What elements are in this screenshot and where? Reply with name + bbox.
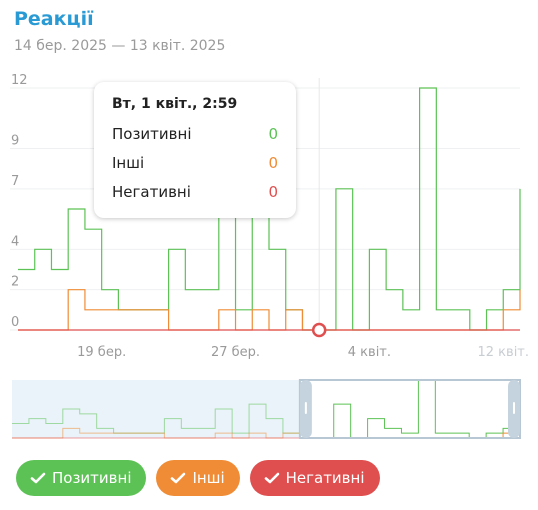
tooltip-date: Вт, 1 квіт., 2:59: [112, 96, 238, 112]
tooltip: Вт, 1 квіт., 2:59 Позитивні 0 Інші 0 Нег…: [94, 82, 296, 218]
x-tick-label: 27 бер.: [211, 345, 260, 360]
tooltip-row-negative: Негативні 0: [112, 182, 278, 211]
checkmark-icon: [30, 472, 46, 484]
x-tick-label: 19 бер.: [77, 345, 126, 360]
toggle-positive-label: Позитивні: [52, 469, 132, 487]
mini-window-line: [299, 380, 520, 438]
y-tick-label: 7: [11, 174, 19, 189]
y-tick-label: 9: [11, 134, 19, 149]
series-positive-line: [18, 87, 521, 331]
checkmark-icon: [264, 472, 279, 484]
main-chart[interactable]: 0 2 4 7 9 12 19 бер. 27 бер. 4 квіт. 12 квіт.: [0, 70, 538, 370]
date-range: 14 бер. 2025 — 13 квіт. 2025: [14, 38, 226, 54]
chart-title: Реакції: [14, 8, 94, 30]
x-tick-label: 12 квіт.: [478, 345, 530, 360]
hover-point: [311, 322, 327, 338]
tooltip-label-other: Інші: [112, 154, 145, 172]
range-window: [299, 380, 520, 438]
toggle-negative-button[interactable]: Негативні: [249, 460, 380, 496]
y-tick-label: 4: [11, 234, 19, 249]
handle-grip: [513, 402, 515, 414]
y-tick-label: 12: [11, 73, 28, 88]
tooltip-label-positive: Позитивні: [112, 125, 192, 143]
toggle-positive-button[interactable]: Позитивні: [16, 460, 147, 496]
range-selector[interactable]: [0, 376, 538, 444]
toggle-other-label: Інші: [192, 469, 225, 487]
tooltip-row-positive: Позитивні 0: [112, 124, 278, 153]
tooltip-value-negative: 0: [268, 183, 278, 201]
tooltip-value-positive: 0: [268, 125, 278, 143]
y-tick-label: 2: [11, 275, 19, 290]
series-toggles: Позитивні Інші Негативні: [16, 460, 380, 496]
tooltip-label-negative: Негативні: [112, 183, 191, 201]
tooltip-row-other: Інші 0: [112, 153, 278, 182]
y-tick-label: 0: [11, 315, 19, 330]
range-window-series: [299, 380, 520, 438]
checkmark-icon: [171, 472, 186, 484]
handle-grip: [304, 402, 307, 414]
toggle-negative-label: Негативні: [285, 469, 365, 487]
x-tick-label: 4 квіт.: [348, 345, 391, 360]
tooltip-value-other: 0: [268, 154, 278, 172]
toggle-other-button[interactable]: Інші: [156, 460, 240, 496]
